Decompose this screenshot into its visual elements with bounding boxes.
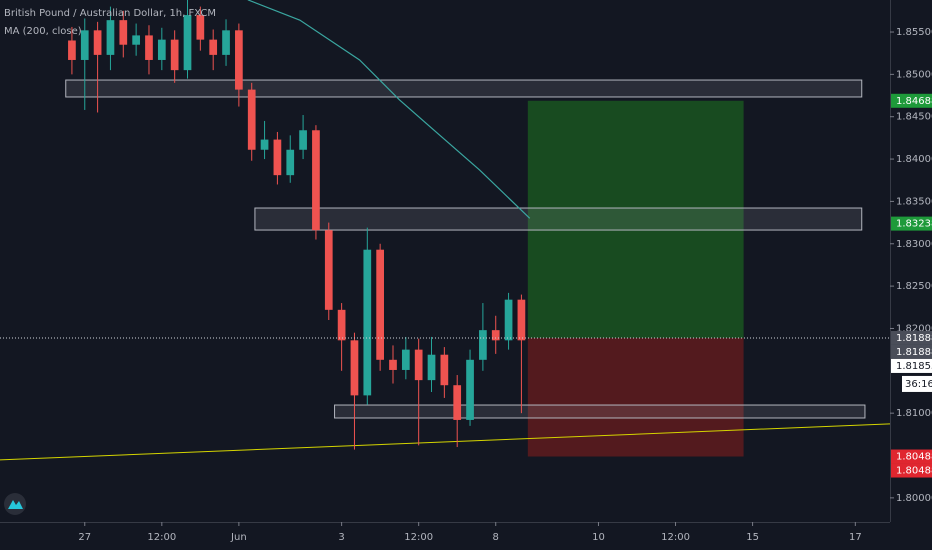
x-tick-label: 15	[746, 532, 759, 543]
x-tick-label: 8	[493, 532, 499, 543]
candle-body	[401, 349, 410, 370]
price-tag	[891, 330, 932, 345]
candle-body	[427, 354, 436, 381]
y-tick-label: 1.84500	[896, 112, 932, 123]
x-tick-label: Jun	[230, 532, 247, 543]
price-tag-label: 1.81888	[896, 333, 932, 344]
countdown: 36:16	[905, 379, 932, 390]
price-tag	[891, 449, 932, 464]
x-tick-label: 17	[849, 532, 862, 543]
price-tag	[891, 358, 932, 373]
y-tick-label: 1.85500	[896, 27, 932, 38]
candle-body	[466, 359, 474, 420]
y-tick-label: 1.84000	[896, 154, 932, 165]
candle-body	[247, 89, 256, 150]
candle-body	[80, 30, 89, 60]
support-resistance-zone	[254, 207, 863, 231]
candle-body	[157, 39, 166, 60]
price-tag	[891, 463, 932, 478]
price-tag-label: 1.80488	[896, 452, 932, 463]
countdown-tag	[902, 375, 932, 392]
logo-icon[interactable]	[8, 500, 23, 509]
x-tick-label: 3	[338, 532, 344, 543]
candle-body	[312, 130, 320, 231]
candle-body	[376, 249, 384, 360]
price-tag-label: 1.81888	[896, 347, 932, 358]
price-tag-label: 1.83238	[896, 219, 932, 230]
candle-body	[183, 15, 192, 71]
candle-body	[337, 309, 346, 341]
support-resistance-zone	[334, 404, 866, 419]
candle-body	[517, 299, 526, 341]
y-tick-label: 1.83500	[896, 196, 932, 207]
candle-body	[145, 35, 153, 60]
y-tick-label: 1.85000	[896, 69, 932, 80]
candle-body	[414, 349, 423, 381]
candle-body	[479, 330, 487, 360]
price-tag-label: 1.84688	[896, 96, 932, 107]
profit-zone	[527, 100, 744, 338]
price-tag	[891, 344, 932, 359]
x-tick-label: 10	[592, 532, 605, 543]
candle-body	[106, 20, 115, 55]
candle-body	[440, 354, 449, 386]
y-tick-label: 1.82500	[896, 281, 932, 292]
candle-body	[119, 20, 128, 45]
x-tick-label: 12:00	[147, 532, 176, 543]
moving-average	[247, 0, 531, 219]
candle-body	[453, 385, 462, 420]
price-tag	[891, 93, 932, 108]
trend-line	[0, 423, 891, 461]
candle-body	[68, 40, 76, 60]
x-tick-label: 12:00	[661, 532, 690, 543]
candle-body	[235, 30, 243, 90]
loss-zone	[527, 337, 744, 457]
price-tag	[891, 216, 932, 231]
x-tick-label: 12:00	[404, 532, 433, 543]
candle-body	[196, 15, 205, 40]
candle-body	[491, 330, 500, 341]
candle-body	[260, 139, 269, 150]
y-tick-label: 1.82000	[896, 323, 932, 334]
price-tag-label: 1.80488	[896, 466, 932, 477]
candle-body	[93, 30, 102, 55]
candle-body	[363, 249, 372, 396]
candle-body	[222, 30, 230, 55]
candle-body	[170, 39, 179, 71]
x-tick-label: 27	[78, 532, 91, 543]
indicator-label: MA (200, close)	[4, 26, 82, 37]
price-tag-label: 1.81855	[896, 361, 932, 372]
candle-body	[132, 35, 140, 45]
candle-body	[389, 359, 397, 370]
candle-body	[324, 230, 333, 310]
chart-title: British Pound / Australian Dollar, 1h, F…	[4, 8, 216, 19]
y-tick-label: 1.83000	[896, 239, 932, 250]
candle-body	[350, 340, 359, 396]
candle-body	[504, 299, 513, 341]
support-resistance-zone	[65, 79, 863, 98]
plot-area	[0, 0, 891, 461]
candle-body	[209, 39, 218, 55]
y-tick-label: 1.81000	[896, 408, 932, 419]
candle-body	[273, 139, 282, 176]
y-tick-label: 1.80000	[896, 493, 932, 504]
candle-body	[299, 130, 307, 150]
candle-body	[286, 149, 295, 176]
logo[interactable]	[4, 493, 26, 515]
